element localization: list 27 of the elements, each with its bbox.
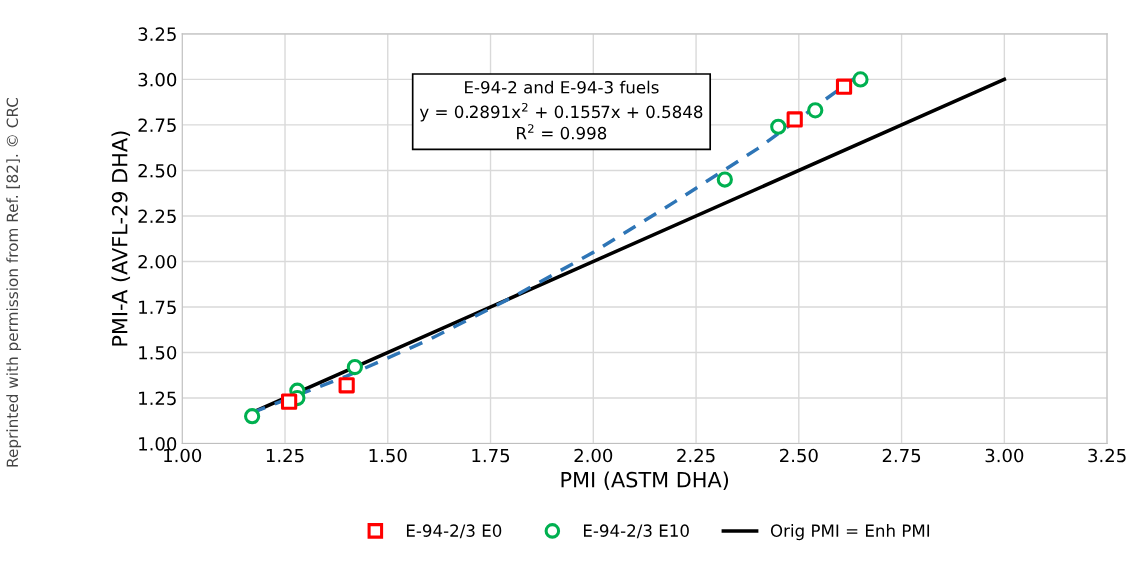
y-axis-title: PMI-A (AVFL-29 DHA) [111, 131, 131, 346]
y-tick-label: 2.25 [138, 209, 176, 224]
y-tick-label: 2.75 [138, 118, 176, 133]
x-tick-label: 1.25 [266, 448, 304, 463]
y-tick-label: 2.50 [138, 163, 177, 178]
x-tick-label: 3.00 [985, 448, 1024, 463]
x-tick-label: 2.75 [882, 448, 921, 463]
y-tick-label: 1.75 [139, 300, 176, 315]
y-tick-label: 1.25 [139, 391, 176, 406]
x-tick-label: 2.00 [574, 448, 613, 463]
y-tick-label: 2.00 [138, 254, 177, 269]
x-tick-label: 3.25 [1088, 448, 1126, 463]
annotation: y = 0.2891x$^{2}$ + 0.1557x + 0.5848 [419, 102, 703, 122]
annotation: E-94-2 and E-94-3 fuels [465, 80, 659, 94]
x-tick-label: 1.50 [369, 448, 407, 463]
y-tick-label: 1.50 [139, 345, 177, 360]
legend-label: Orig PMI = Enh PMI [770, 524, 930, 541]
x-tick-label: 1.75 [472, 448, 510, 463]
text: Reprinted with permission from Ref. [82]. © CRC [6, 97, 22, 467]
y-tick-label: 3.00 [138, 72, 177, 87]
legend-label: E-94-2/3 E10 [584, 524, 689, 539]
y-tick-label: 3.25 [138, 27, 176, 42]
legend-label: E-94-2/3 E0 [406, 524, 502, 539]
annotation: R$^{2}$ = 0.998 [517, 124, 607, 140]
x-axis-title: PMI (ASTM DHA) [561, 471, 729, 490]
x-tick-label: 2.50 [780, 448, 818, 463]
x-tick-label: 2.25 [677, 448, 715, 463]
